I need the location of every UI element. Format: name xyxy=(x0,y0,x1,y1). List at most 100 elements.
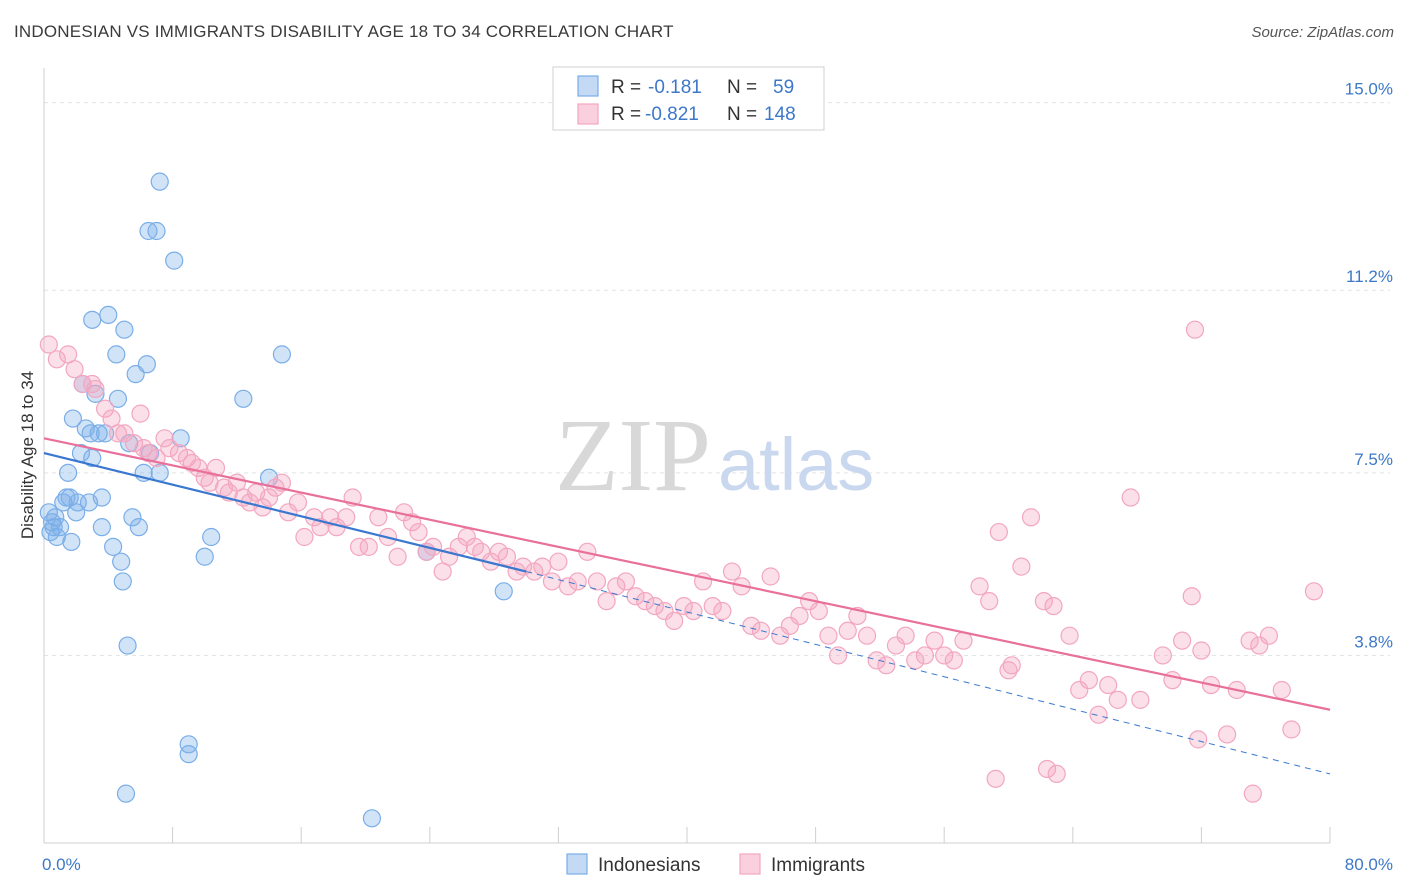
indonesians-point xyxy=(104,537,123,556)
immigrants-point xyxy=(95,399,115,418)
immigrants-point xyxy=(108,424,128,443)
legend-r-value: -0.821 xyxy=(645,104,699,125)
immigrants-point xyxy=(1153,646,1172,665)
immigrants-point xyxy=(645,596,664,616)
immigrants-point xyxy=(124,434,144,453)
indonesians-point xyxy=(63,409,83,428)
indonesians-point xyxy=(59,463,78,482)
immigrants-point xyxy=(1012,557,1031,576)
chart-title: INDONESIAN VS IMMIGRANTS DISABILITY AGE … xyxy=(14,22,674,41)
immigrants-point xyxy=(944,651,963,670)
immigrants-point xyxy=(935,646,954,665)
indonesians-point xyxy=(123,508,142,527)
immigrants-point xyxy=(980,592,999,611)
immigrants-point xyxy=(713,601,732,621)
immigrants-point xyxy=(886,636,906,655)
immigrants-point xyxy=(349,537,369,556)
immigrants-point xyxy=(131,404,150,423)
immigrants-trend-line xyxy=(43,437,1331,711)
indonesians-point xyxy=(137,355,156,374)
immigrants-point xyxy=(1047,764,1066,784)
indonesians-point xyxy=(99,305,118,325)
immigrants-point xyxy=(86,379,105,399)
immigrants-point xyxy=(665,611,684,631)
immigrants-point xyxy=(809,601,828,621)
immigrants-point xyxy=(1189,730,1208,749)
tick-labels: 3.8% 7.5% 11.2% 15.0% 0.0% 80.0% xyxy=(42,80,1393,874)
indonesians-point xyxy=(150,172,169,191)
legend-swatch-indonesians xyxy=(577,75,599,97)
chart-source: Source: ZipAtlas.com xyxy=(1251,24,1394,41)
immigrants-point xyxy=(337,508,356,527)
x-tick-label-min: 0.0% xyxy=(42,855,81,874)
legend-n-label: N = xyxy=(727,104,757,125)
immigrants-point xyxy=(295,527,314,547)
immigrants-point xyxy=(722,562,742,581)
immigrants-point xyxy=(513,557,533,576)
immigrants-point xyxy=(771,626,790,645)
indonesians-point xyxy=(41,522,60,542)
y-tick-label: 3.8% xyxy=(1354,632,1393,651)
indonesians-point xyxy=(179,735,198,754)
immigrants-point xyxy=(568,572,587,591)
immigrants-point xyxy=(1259,626,1279,645)
indonesians-point xyxy=(107,345,126,364)
immigrants-point xyxy=(533,557,552,576)
indonesians-points xyxy=(39,172,513,828)
indonesians-point xyxy=(83,310,102,329)
indonesians-point xyxy=(108,389,128,408)
immigrants-point xyxy=(1218,725,1237,744)
immigrants-point xyxy=(359,537,378,556)
immigrants-point xyxy=(1044,596,1063,616)
immigrants-point xyxy=(829,646,848,665)
immigrants-point xyxy=(155,429,174,448)
indonesians-point xyxy=(179,745,198,764)
immigrants-point xyxy=(1060,626,1079,645)
immigrants-point xyxy=(259,488,279,507)
immigrants-point xyxy=(1037,759,1057,779)
indonesians-point xyxy=(272,345,292,364)
immigrants-point xyxy=(999,661,1018,680)
immigrants-point xyxy=(684,601,703,621)
indonesians-point xyxy=(86,384,105,403)
immigrants-point xyxy=(915,646,935,665)
immigrants-point xyxy=(1108,690,1127,709)
immigrants-point xyxy=(790,606,809,626)
immigrants-point xyxy=(1070,680,1089,700)
series-legend: Indonesians Immigrants xyxy=(566,853,865,876)
immigrants-point xyxy=(1185,320,1205,339)
immigrants-point xyxy=(65,360,84,379)
immigrants-point xyxy=(838,621,857,640)
immigrants-point xyxy=(1034,592,1053,611)
indonesians-point xyxy=(234,389,253,408)
indonesians-point xyxy=(116,784,136,803)
immigrants-point xyxy=(1250,636,1269,655)
immigrants-point xyxy=(1079,671,1098,690)
legend-swatch-immigrants xyxy=(577,103,599,125)
indonesians-point xyxy=(165,251,184,270)
indonesians-point xyxy=(50,518,70,537)
immigrants-point xyxy=(857,626,877,645)
indonesians-point xyxy=(147,221,166,241)
immigrants-point xyxy=(549,552,568,571)
indonesians-point xyxy=(92,518,111,537)
immigrants-point xyxy=(989,522,1008,542)
immigrants-point xyxy=(906,651,925,670)
legend-label-indonesians: Indonesians xyxy=(598,855,700,876)
indonesians-point xyxy=(118,636,137,655)
legend-r-label: R = xyxy=(611,77,641,98)
indonesians-point xyxy=(202,527,221,547)
immigrants-point xyxy=(780,616,799,635)
immigrants-point xyxy=(970,577,989,596)
indonesians-point xyxy=(62,532,81,552)
immigrants-point xyxy=(1002,656,1021,675)
immigrants-point xyxy=(388,547,407,566)
immigrants-point xyxy=(1121,488,1140,507)
indonesians-trend-line xyxy=(43,452,527,573)
immigrants-point xyxy=(1240,631,1259,650)
legend-n-value: 148 xyxy=(764,104,796,125)
immigrants-point xyxy=(587,572,607,591)
axes xyxy=(43,68,1331,844)
immigrants-point xyxy=(115,424,134,443)
trend-lines xyxy=(43,437,1331,775)
